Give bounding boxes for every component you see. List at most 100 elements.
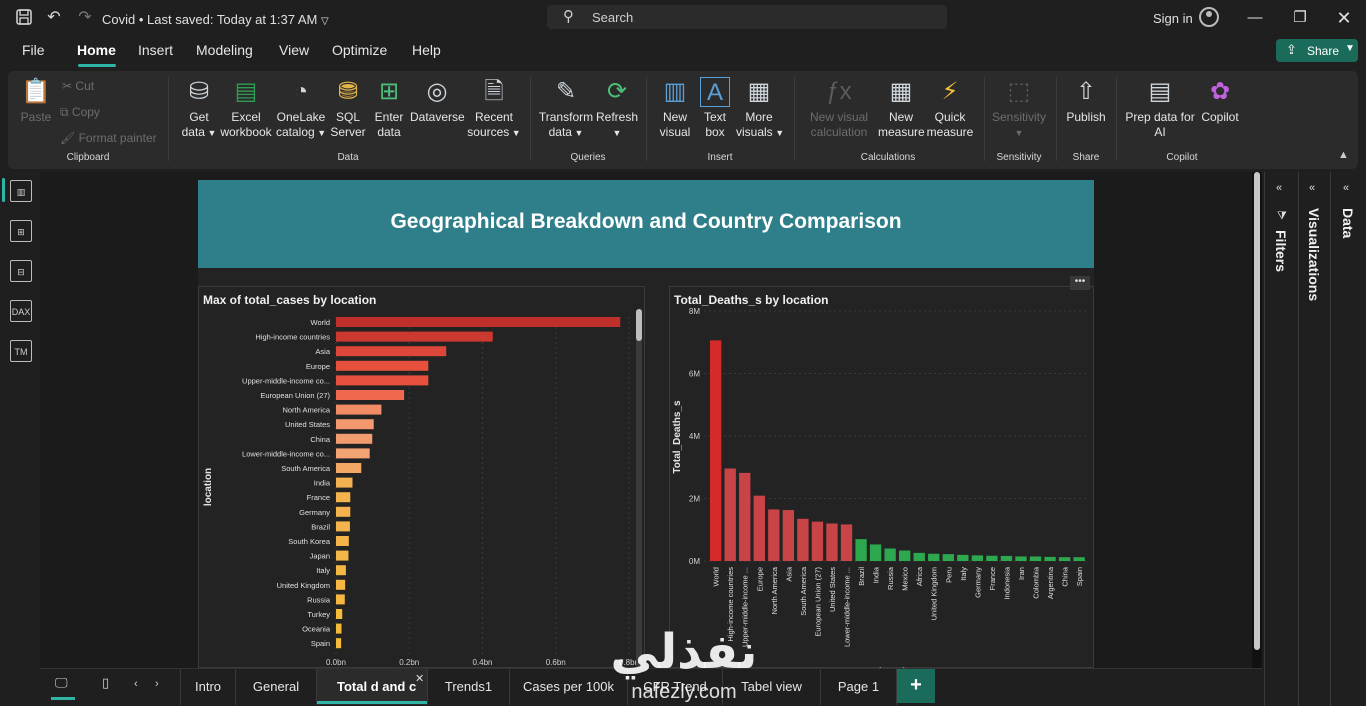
document-title[interactable]: Covid • Last saved: Today at 1:37 AM ▽ xyxy=(102,12,329,27)
publish-button[interactable]: ⇧ Publish xyxy=(1064,77,1108,125)
get-data-button[interactable]: ⛁ Get data ▼ xyxy=(178,77,220,141)
sql-server-button[interactable]: ⛃ SQL Server xyxy=(330,77,366,140)
cut-button[interactable]: ✂ Cut xyxy=(62,79,94,93)
share-button[interactable]: ⇪ Share ▼ xyxy=(1276,39,1358,62)
chevron-right-icon[interactable]: › xyxy=(155,678,159,690)
text-box-icon: A xyxy=(700,77,730,107)
new-measure-button[interactable]: ▦ New measure xyxy=(878,77,925,140)
bar xyxy=(336,609,343,619)
excel-workbook-button[interactable]: ▤ Excel workbook xyxy=(218,77,274,140)
banner-title: Geographical Breakdown and Country Compa… xyxy=(390,210,902,233)
category-label: Germany xyxy=(299,508,330,517)
add-page-button[interactable]: + xyxy=(897,669,935,703)
recent-sources-button[interactable]: 🗎 Recent sources ▼ xyxy=(466,77,522,141)
menu-bar: File Home Insert Modeling View Optimize … xyxy=(0,36,1366,68)
menu-insert[interactable]: Insert xyxy=(138,42,174,58)
format-painter-button[interactable]: 🖌 Format painter xyxy=(60,131,157,145)
tab-page-1[interactable]: Page 1 xyxy=(821,669,897,705)
title-bar: ↶ ↷ Covid • Last saved: Today at 1:37 AM… xyxy=(0,0,1366,36)
function-icon: ƒx xyxy=(826,78,852,105)
new-visual-calculation-button[interactable]: ƒx New visual calculation xyxy=(802,77,876,140)
menu-help[interactable]: Help xyxy=(412,42,441,58)
chevron-left-icon[interactable]: « xyxy=(1343,182,1350,194)
menu-file[interactable]: File xyxy=(22,42,45,58)
minimize-icon[interactable]: — xyxy=(1247,9,1263,26)
copy-button[interactable]: ⧉ Copy xyxy=(60,105,100,120)
chevron-left-icon[interactable]: « xyxy=(1309,182,1316,194)
tab-tabel-view[interactable]: Tabel view xyxy=(723,669,821,705)
mobile-layout-icon[interactable]: ▯ xyxy=(102,675,110,690)
enter-data-label-1: Enter xyxy=(374,110,404,124)
sensitivity-button[interactable]: ⬚ Sensitivity ▼ xyxy=(990,77,1048,141)
tab-trends1[interactable]: Trends1 xyxy=(428,669,510,705)
quick-measure-button[interactable]: ⚡ Quick measure xyxy=(926,77,974,140)
report-view-icon[interactable]: ▥ xyxy=(10,180,32,202)
dataverse-icon: ◎ xyxy=(426,78,448,105)
enter-data-button[interactable]: ⊞ Enter data xyxy=(370,77,408,140)
more-visuals-button[interactable]: ▦ More visuals ▼ xyxy=(736,77,784,141)
recent-icon: 🗎 xyxy=(484,78,504,105)
dax-query-view-icon[interactable]: DAX xyxy=(10,300,32,322)
category-label: Turkey xyxy=(307,610,330,619)
avatar-icon[interactable] xyxy=(1199,7,1219,27)
menu-home[interactable]: Home xyxy=(77,42,116,58)
transform-data-button[interactable]: ✎ Transform data ▼ xyxy=(538,77,594,141)
undo-icon[interactable]: ↶ xyxy=(47,9,61,26)
chevron-up-icon[interactable]: ▲ xyxy=(1338,149,1349,161)
menu-modeling[interactable]: Modeling xyxy=(196,42,253,58)
category-label: Spain xyxy=(1075,567,1084,586)
share-icon: ⇪ xyxy=(1286,42,1297,57)
y-tick-label: 6M xyxy=(689,370,700,379)
active-view-indicator xyxy=(2,178,5,202)
canvas-scrollbar-thumb[interactable] xyxy=(1254,172,1260,650)
tab-cfr-trend[interactable]: CFR Trend xyxy=(628,669,723,705)
new-visual-button[interactable]: ▥ New visual xyxy=(656,77,694,140)
dataverse-button[interactable]: ◎ Dataverse xyxy=(410,77,465,125)
copilot-button[interactable]: ✿ Copilot xyxy=(1198,77,1242,125)
tab-general[interactable]: General xyxy=(236,669,317,705)
close-tab-icon[interactable]: ✕ xyxy=(415,673,425,685)
chevron-down-icon[interactable]: ▽ xyxy=(320,16,329,27)
tab-cases-per-100k[interactable]: Cases per 100k xyxy=(510,669,628,705)
search-input[interactable]: ⚲ Search xyxy=(547,5,947,29)
share-group-label: Share xyxy=(1072,152,1100,163)
tab-intro[interactable]: Intro xyxy=(180,669,236,705)
tab-total-d-and-c[interactable]: Total d and c xyxy=(317,669,428,705)
visualizations-pane[interactable]: « Visualizations xyxy=(1298,172,1330,706)
desktop-layout-icon[interactable]: 🖵 xyxy=(55,675,68,690)
chevron-left-icon[interactable]: ‹ xyxy=(134,678,138,690)
chevron-left-icon[interactable]: « xyxy=(1276,182,1283,194)
prep-data-for-ai-button[interactable]: ▤ Prep data for AI xyxy=(1124,77,1196,140)
publish-icon: ⇧ xyxy=(1075,78,1097,105)
page-tabs-bar: 🖵 ▯ ‹ › Intro General Total d and c Tren… xyxy=(40,668,1262,706)
more-options-icon[interactable]: ••• xyxy=(1070,276,1090,290)
save-icon[interactable] xyxy=(14,8,34,28)
total-deaths-bar-chart[interactable]: Total_Deaths_s by location 0M 2M 4M 6M 8M Tot… xyxy=(669,286,1094,668)
menu-view[interactable]: View xyxy=(279,42,310,58)
ribbon-divider xyxy=(1116,77,1117,161)
data-pane[interactable]: « Data xyxy=(1330,172,1366,706)
insert-group-label: Insert xyxy=(707,152,733,163)
sign-in-link[interactable]: Sign in xyxy=(1153,11,1193,26)
refresh-button[interactable]: ⟳ Refresh ▼ xyxy=(596,77,638,141)
paste-button[interactable]: 📋 Paste xyxy=(18,77,54,125)
total-cases-bar-chart[interactable]: Max of total_cases by location 0.0bn 0.2b… xyxy=(198,286,645,668)
tmdl-view-icon[interactable]: TM xyxy=(10,340,32,362)
total-cases-chart-svg: 0.0bn 0.2bn 0.4bn 0.6bn 0.8bn location World Hi… xyxy=(203,309,642,668)
clipboard-group-label: Clipboard xyxy=(66,152,110,163)
maximize-icon[interactable]: ❐ xyxy=(1293,9,1307,26)
text-box-label-1: Text xyxy=(703,110,726,124)
onelake-catalog-button[interactable]: ◔ OneLake catalog ▼ xyxy=(276,77,326,141)
bar xyxy=(797,518,809,561)
table-view-icon[interactable]: ⊞ xyxy=(10,220,32,242)
bar xyxy=(971,555,984,561)
filters-pane[interactable]: « ⧩ Filters xyxy=(1264,172,1298,706)
redo-icon[interactable]: ↷ xyxy=(78,9,92,26)
text-box-button[interactable]: A Text box xyxy=(698,77,732,140)
close-icon[interactable]: ✕ xyxy=(1336,8,1352,28)
model-view-icon[interactable]: ⊟ xyxy=(10,260,32,282)
menu-optimize[interactable]: Optimize xyxy=(332,42,388,58)
ribbon-divider xyxy=(646,77,647,161)
ribbon-divider xyxy=(168,77,169,161)
